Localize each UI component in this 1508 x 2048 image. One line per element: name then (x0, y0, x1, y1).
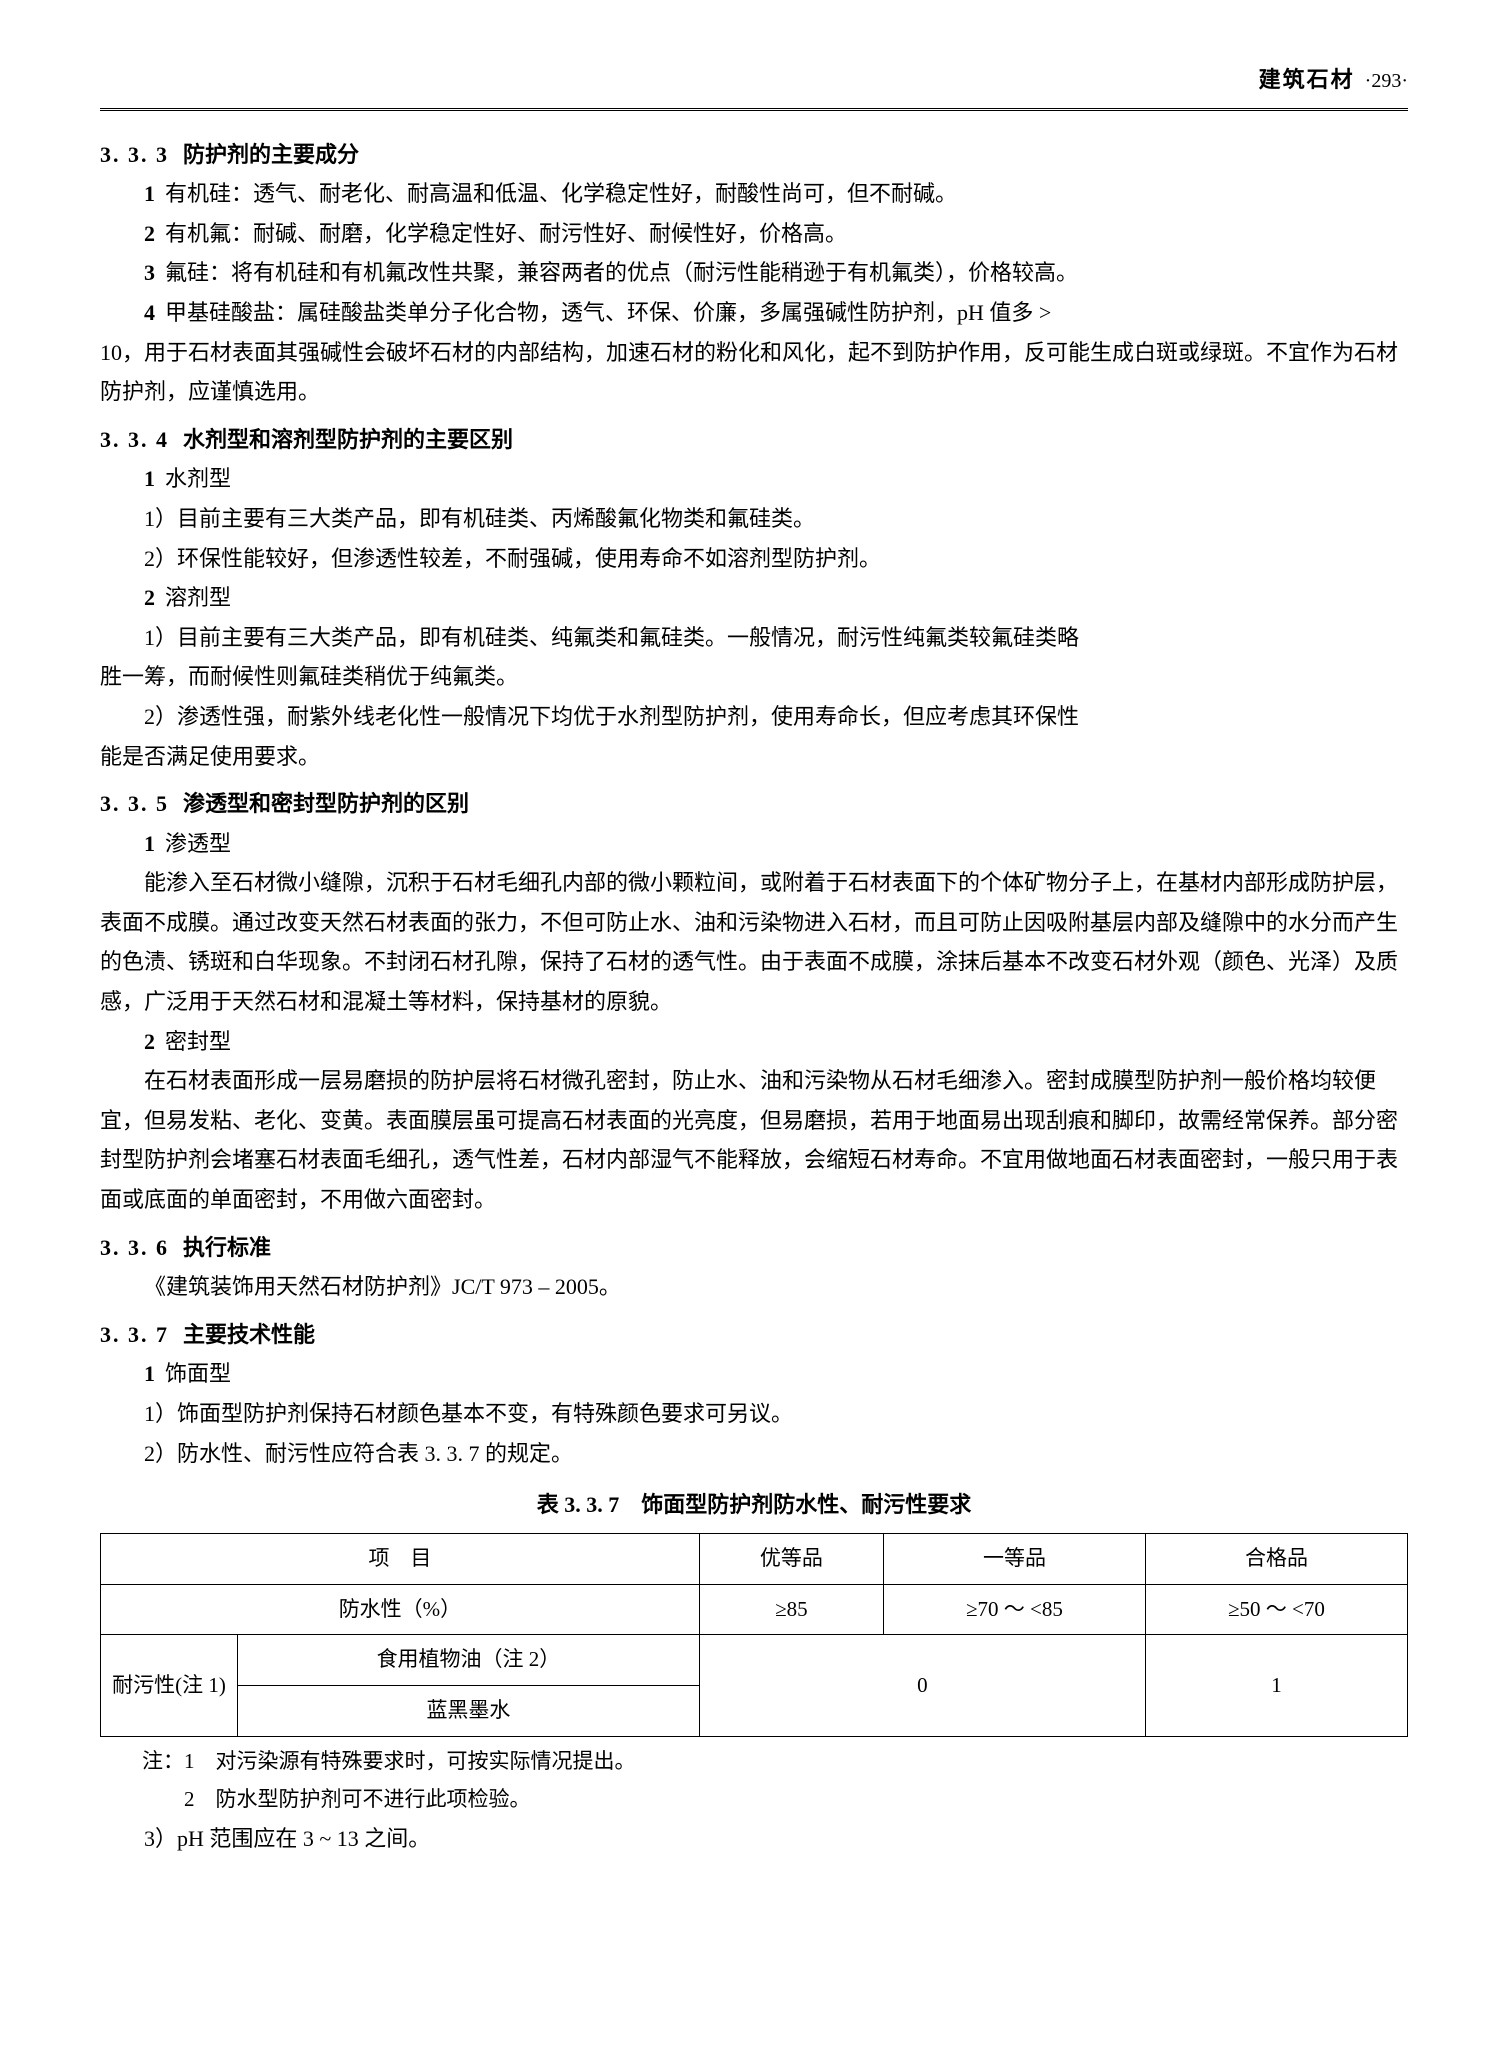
table-header-item: 项 目 (101, 1533, 700, 1584)
s335-penetrate-body: 能渗入至石材微小缝隙，沉积于石材毛细孔内部的微小颗粒间，或附着于石材表面下的个体… (100, 863, 1408, 1021)
s335-penetrate-label: 1渗透型 (100, 824, 1408, 864)
s334-solvent-1a: 1）目前主要有三大类产品，即有机硅类、纯氟类和氟硅类。一般情况，耐污性纯氟类较氟… (100, 618, 1408, 658)
section-3-3-4-heading: 3. 3. 4 水剂型和溶剂型防护剂的主要区别 (100, 420, 1408, 460)
s335-seal-label: 2密封型 (100, 1022, 1408, 1062)
section-number: 3. 3. 5 (100, 791, 169, 816)
s334-solvent-1b: 胜一筹，而耐候性则氟硅类稍优于纯氟类。 (100, 657, 1408, 697)
table-note-1: 注：1 对污染源有特殊要求时，可按实际情况提出。 (100, 1743, 1408, 1781)
table-note-2: 2 防水型防护剂可不进行此项检验。 (100, 1781, 1408, 1819)
table-header-first: 一等品 (883, 1533, 1145, 1584)
table-cell: 防水性（%） (101, 1584, 700, 1635)
table-row: 项 目 优等品 一等品 合格品 (101, 1533, 1408, 1584)
s337-item1-2: 2）防水性、耐污性应符合表 3. 3. 7 的规定。 (100, 1434, 1408, 1474)
section-3-3-5-heading: 3. 3. 5 渗透型和密封型防护剂的区别 (100, 784, 1408, 824)
table-337: 项 目 优等品 一等品 合格品 防水性（%） ≥85 ≥70 ～ <85 ≥50… (100, 1533, 1408, 1737)
table-cell: 食用植物油（注 2） (238, 1635, 700, 1686)
s334-solvent-2a: 2）渗透性强，耐紫外线老化性一般情况下均优于水剂型防护剂，使用寿命长，但应考虑其… (100, 697, 1408, 737)
s334-water-2: 2）环保性能较好，但渗透性较差，不耐强碱，使用寿命不如溶剂型防护剂。 (100, 539, 1408, 579)
s336-ref: 《建筑装饰用天然石材防护剂》JC/T 973 – 2005。 (100, 1267, 1408, 1307)
section-number: 3. 3. 3 (100, 142, 169, 167)
table-cell-stain-label: 耐污性(注 1) (101, 1635, 238, 1737)
header-page-number: ·293· (1365, 63, 1408, 99)
section-number: 3. 3. 6 (100, 1235, 169, 1260)
section-number: 3. 3. 4 (100, 427, 169, 452)
s333-item-1: 1有机硅：透气、耐老化、耐高温和低温、化学稳定性好，耐酸性尚可，但不耐碱。 (100, 174, 1408, 214)
table-row: 防水性（%） ≥85 ≥70 ～ <85 ≥50 ～ <70 (101, 1584, 1408, 1635)
table-row: 耐污性(注 1) 食用植物油（注 2） 0 1 (101, 1635, 1408, 1686)
section-title: 执行标准 (183, 1235, 271, 1260)
s337-item1-1: 1）饰面型防护剂保持石材颜色基本不变，有特殊颜色要求可另议。 (100, 1394, 1408, 1434)
table-337-title: 表 3. 3. 7 饰面型防护剂防水性、耐污性要求 (100, 1485, 1408, 1525)
table-cell: 蓝黑墨水 (238, 1686, 700, 1737)
section-3-3-7-heading: 3. 3. 7 主要技术性能 (100, 1315, 1408, 1355)
s334-solvent-2b: 能是否满足使用要求。 (100, 737, 1408, 777)
section-number: 3. 3. 7 (100, 1322, 169, 1347)
table-cell: 1 (1145, 1635, 1407, 1737)
table-cell: ≥85 (699, 1584, 883, 1635)
s334-water-label: 1水剂型 (100, 459, 1408, 499)
s337-item1-3: 3）pH 范围应在 3 ~ 13 之间。 (100, 1819, 1408, 1859)
section-3-3-3-heading: 3. 3. 3 防护剂的主要成分 (100, 135, 1408, 175)
s337-item1-label: 1饰面型 (100, 1354, 1408, 1394)
table-cell: 0 (699, 1635, 1145, 1737)
table-cell: ≥70 ～ <85 (883, 1584, 1145, 1635)
s333-item-3: 3氟硅：将有机硅和有机氟改性共聚，兼容两者的优点（耐污性能稍逊于有机氟类），价格… (100, 253, 1408, 293)
s334-water-1: 1）目前主要有三大类产品，即有机硅类、丙烯酸氟化物类和氟硅类。 (100, 499, 1408, 539)
s333-item-4b: 10，用于石材表面其强碱性会破坏石材的内部结构，加速石材的粉化和风化，起不到防护… (100, 333, 1408, 412)
section-title: 渗透型和密封型防护剂的区别 (183, 791, 469, 816)
table-header-pass: 合格品 (1145, 1533, 1407, 1584)
section-title: 水剂型和溶剂型防护剂的主要区别 (183, 427, 513, 452)
section-3-3-6-heading: 3. 3. 6 执行标准 (100, 1228, 1408, 1268)
section-title: 主要技术性能 (183, 1322, 315, 1347)
s333-item-2: 2有机氟：耐碱、耐磨，化学稳定性好、耐污性好、耐候性好，价格高。 (100, 214, 1408, 254)
page-header: 建筑石材 ·293· (100, 60, 1408, 111)
section-title: 防护剂的主要成分 (183, 142, 359, 167)
s334-solvent-label: 2溶剂型 (100, 578, 1408, 618)
s333-item-4a: 4甲基硅酸盐：属硅酸盐类单分子化合物，透气、环保、价廉，多属强碱性防护剂，pH … (100, 293, 1408, 333)
table-header-excellent: 优等品 (699, 1533, 883, 1584)
table-cell: ≥50 ～ <70 (1145, 1584, 1407, 1635)
s335-seal-body: 在石材表面形成一层易磨损的防护层将石材微孔密封，防止水、油和污染物从石材毛细渗入… (100, 1061, 1408, 1219)
header-book-title: 建筑石材 (1259, 60, 1355, 100)
